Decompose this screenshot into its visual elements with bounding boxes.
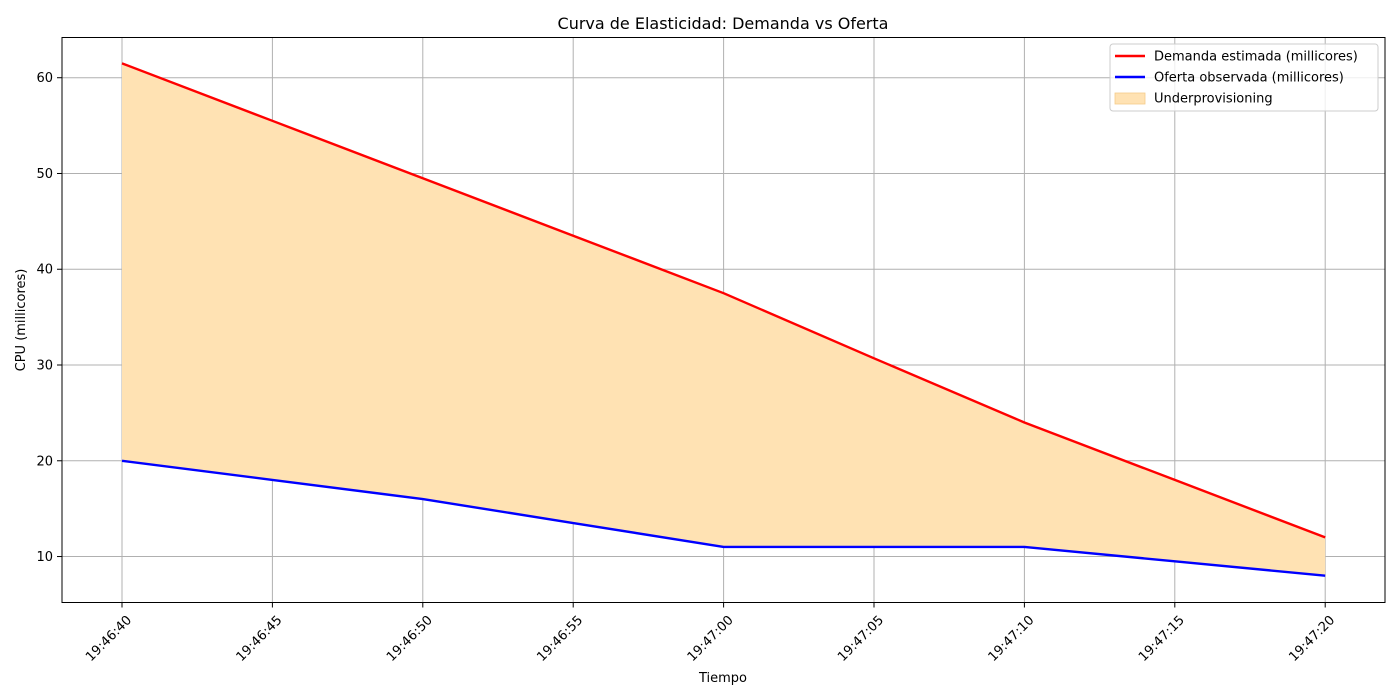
- x-tick-label: 19:47:15: [1136, 613, 1188, 665]
- y-tick-label: 30: [36, 359, 53, 374]
- demand-series-line: [121, 62, 1326, 539]
- x-tick-label: 19:46:45: [234, 613, 286, 665]
- x-axis-label: Tiempo: [698, 671, 747, 686]
- y-tick-label: 60: [36, 71, 53, 86]
- x-tick-label: 19:46:50: [384, 613, 436, 665]
- series-lines: [121, 62, 1326, 577]
- legend-item-underprovisioning-swatch: [1114, 92, 1146, 105]
- chart-title: Curva de Elasticidad: Demanda vs Oferta: [558, 14, 889, 33]
- legend-item-supply-label: Oferta observada (millicores): [1154, 71, 1344, 86]
- y-tick-label: 20: [36, 454, 53, 469]
- y-tick-label: 10: [36, 550, 53, 565]
- x-tick-label: 19:47:10: [986, 613, 1038, 665]
- x-tick-label: 19:47:20: [1286, 613, 1338, 665]
- underprovisioning-area: [122, 63, 1326, 576]
- legend-item-underprovisioning-label: Underprovisioning: [1154, 92, 1273, 107]
- supply-series-line: [121, 459, 1326, 577]
- y-axis-ticks: 10 20 30 40 50 60: [36, 71, 62, 565]
- x-tick-label: 19:47:05: [835, 613, 887, 665]
- x-tick-label: 19:46:55: [534, 613, 586, 665]
- legend-item-demand-label: Demanda estimada (millicores): [1154, 50, 1358, 65]
- y-tick-label: 50: [36, 167, 53, 182]
- x-tick-label: 19:46:40: [83, 613, 135, 665]
- x-tick-label: 19:47:00: [685, 613, 737, 665]
- legend-box: [1109, 43, 1379, 112]
- y-tick-label: 40: [36, 263, 53, 278]
- x-axis-ticks: 19:46:40 19:46:45 19:46:50 19:46:55 19:47:00…: [83, 602, 1338, 665]
- y-axis-label: CPU (millicores): [14, 269, 29, 372]
- legend: Demanda estimada (millicores) Oferta obse…: [1109, 43, 1379, 112]
- fill-area-layer: [122, 63, 1326, 576]
